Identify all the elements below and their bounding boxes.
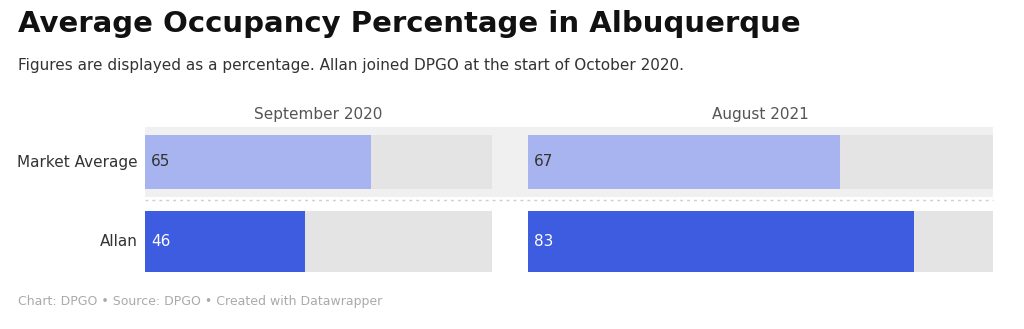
Text: September 2020: September 2020 bbox=[254, 107, 383, 122]
Text: Allan: Allan bbox=[100, 234, 138, 249]
Text: August 2021: August 2021 bbox=[712, 107, 809, 122]
Text: 65: 65 bbox=[151, 155, 170, 169]
Text: Figures are displayed as a percentage. Allan joined DPGO at the start of October: Figures are displayed as a percentage. A… bbox=[18, 58, 684, 73]
Text: 83: 83 bbox=[534, 234, 553, 249]
Text: Chart: DPGO • Source: DPGO • Created with Datawrapper: Chart: DPGO • Source: DPGO • Created wit… bbox=[18, 295, 382, 308]
Text: 67: 67 bbox=[534, 155, 553, 169]
Text: Market Average: Market Average bbox=[17, 155, 138, 169]
Text: Average Occupancy Percentage in Albuquerque: Average Occupancy Percentage in Albuquer… bbox=[18, 10, 801, 38]
Text: 46: 46 bbox=[151, 234, 170, 249]
